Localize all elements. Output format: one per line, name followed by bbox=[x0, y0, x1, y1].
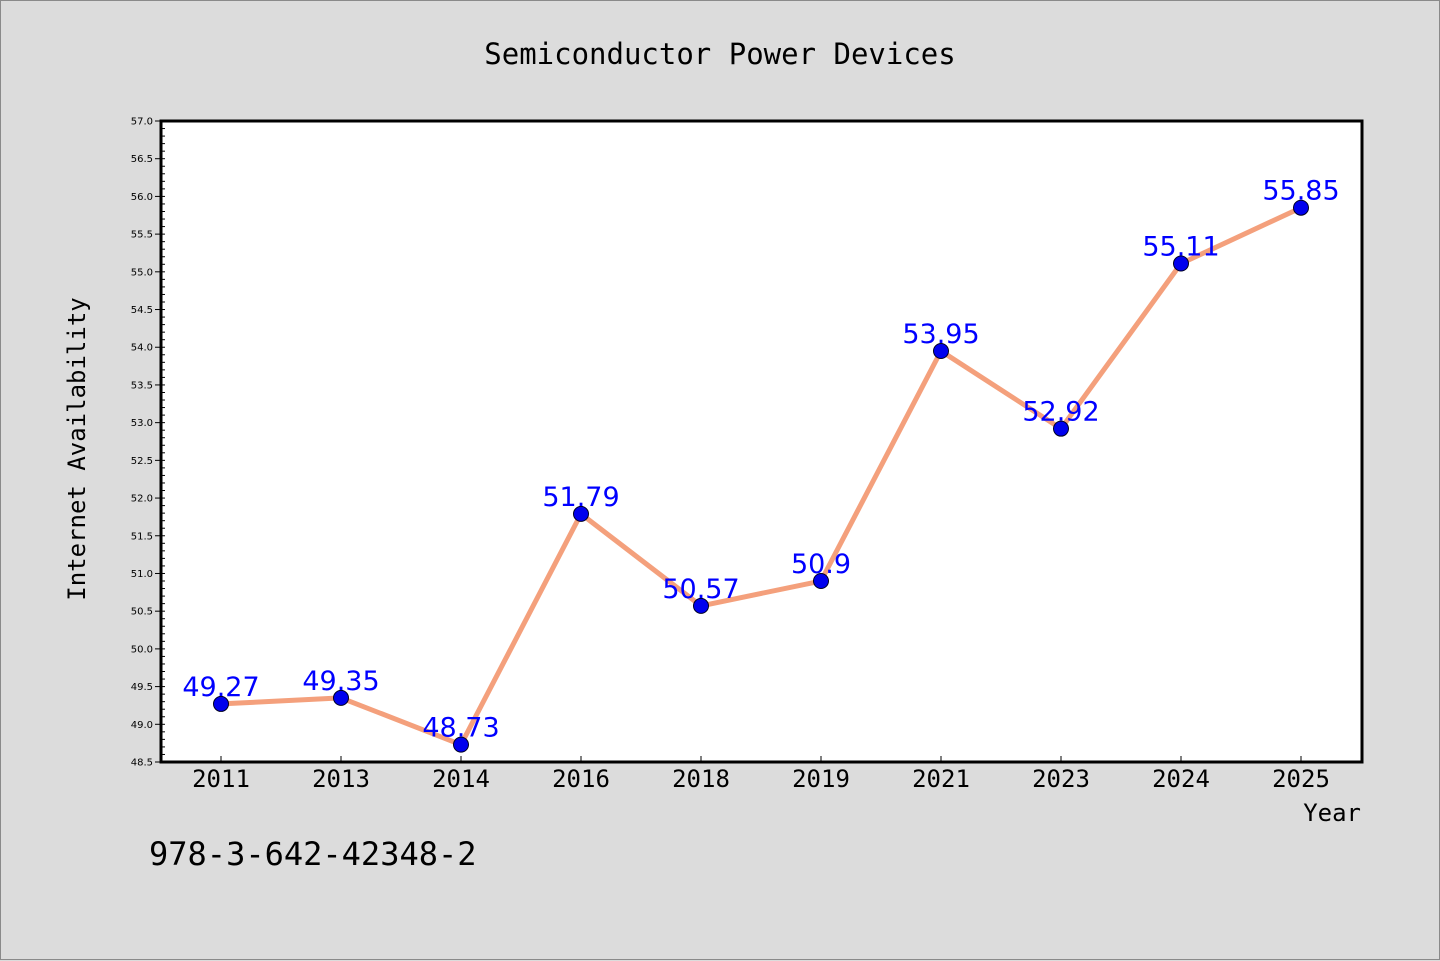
plot-area bbox=[159, 119, 1364, 764]
data-point bbox=[933, 343, 949, 360]
x-tick-label: 2023 bbox=[1032, 765, 1090, 793]
y-tick-label: 49.5 bbox=[131, 682, 153, 693]
y-tick-label: 49.0 bbox=[131, 720, 153, 731]
x-tick-label: 2024 bbox=[1152, 765, 1210, 793]
y-tick-label: 55.0 bbox=[131, 267, 153, 278]
y-tick-label: 51.0 bbox=[131, 569, 153, 580]
y-tick-label: 53.0 bbox=[131, 418, 153, 429]
data-labels: 49.27 49.35 48.73 51.79 50.57 50.9 53.95 52.92 5… bbox=[182, 176, 1339, 744]
isbn-annotation: 978-3-642-42348-2 bbox=[149, 835, 477, 873]
y-tick-label: 52.0 bbox=[131, 494, 153, 505]
data-point bbox=[1173, 255, 1189, 272]
x-axis-label: Year bbox=[1303, 799, 1361, 827]
x-tick-label: 2019 bbox=[792, 765, 850, 793]
x-tick-label: 2021 bbox=[912, 765, 970, 793]
y-tick-label: 56.5 bbox=[131, 154, 153, 165]
data-label: 49.27 bbox=[182, 672, 259, 703]
data-label: 49.35 bbox=[302, 666, 379, 697]
y-tick-label: 53.5 bbox=[131, 380, 153, 391]
y-tick-label: 48.5 bbox=[131, 758, 153, 769]
data-label: 48.73 bbox=[422, 713, 499, 744]
y-tick-label: 54.0 bbox=[131, 343, 153, 354]
y-tick-label: 55.5 bbox=[131, 230, 153, 241]
y-tick-label: 51.5 bbox=[131, 531, 153, 542]
data-point bbox=[813, 573, 829, 590]
y-tick-label: 57.0 bbox=[131, 117, 153, 128]
x-tick-label: 2011 bbox=[192, 765, 250, 793]
data-point bbox=[1293, 199, 1309, 216]
y-axis: 48.5 49.0 49.5 50.0 50.5 51.0 51.5 52.0 52.5 53.0… bbox=[131, 117, 165, 769]
data-label: 55.11 bbox=[1142, 232, 1219, 263]
data-point bbox=[453, 736, 469, 753]
y-tick-label: 54.5 bbox=[131, 305, 153, 316]
x-tick-label: 2025 bbox=[1272, 765, 1330, 793]
x-tick-label: 2014 bbox=[432, 765, 490, 793]
data-point bbox=[213, 695, 229, 712]
y-tick-label: 50.0 bbox=[131, 644, 153, 655]
series-markers bbox=[213, 199, 1309, 753]
data-label: 53.95 bbox=[902, 319, 979, 350]
x-tick-label: 2018 bbox=[672, 765, 730, 793]
chart-title: Semiconductor Power Devices bbox=[484, 37, 955, 71]
x-axis: 2011 2013 2014 2016 2018 2019 2021 2023 2024 2025 bbox=[192, 756, 1330, 793]
x-tick-label: 2013 bbox=[312, 765, 370, 793]
data-point bbox=[1053, 420, 1069, 437]
y-tick-label: 50.5 bbox=[131, 607, 153, 618]
series-line bbox=[218, 205, 1304, 748]
data-label: 50.9 bbox=[791, 549, 851, 580]
data-point bbox=[693, 597, 709, 614]
data-point bbox=[573, 505, 589, 522]
y-axis-label: Internet Availability bbox=[63, 297, 91, 600]
data-label: 55.85 bbox=[1262, 176, 1339, 207]
x-tick-label: 2016 bbox=[552, 765, 610, 793]
data-label: 50.57 bbox=[662, 574, 739, 605]
y-tick-label: 52.5 bbox=[131, 456, 153, 467]
data-point bbox=[333, 689, 349, 706]
data-label: 52.92 bbox=[1022, 397, 1099, 428]
y-tick-label: 56.0 bbox=[131, 192, 153, 203]
data-label: 51.79 bbox=[542, 482, 619, 513]
